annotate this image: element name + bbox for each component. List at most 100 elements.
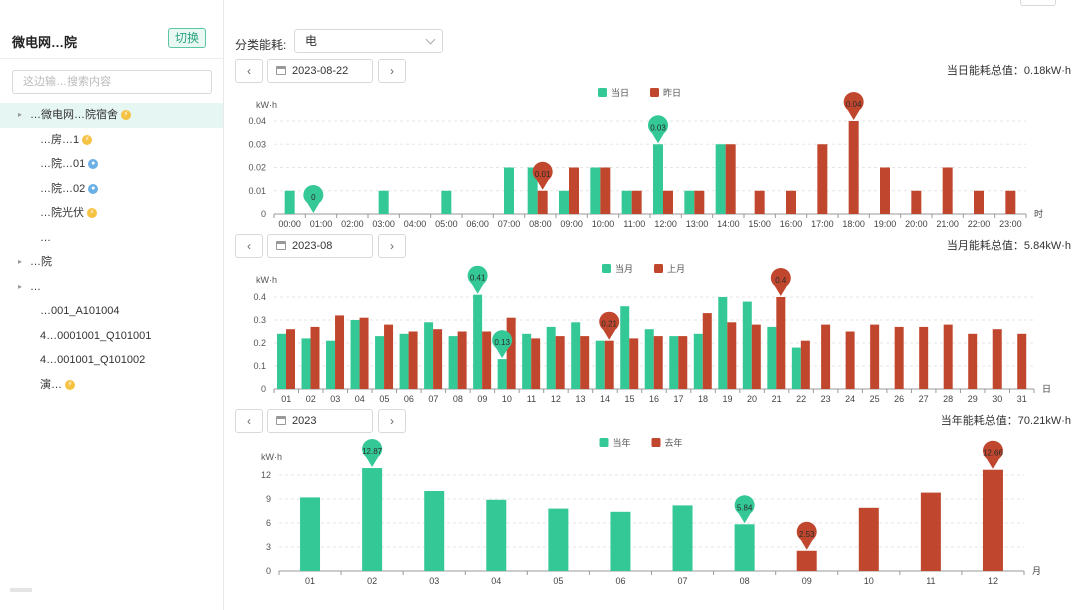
year-picker[interactable]: 2023 bbox=[267, 409, 373, 433]
tree-item[interactable]: …院…01 ● bbox=[0, 152, 223, 177]
bar[interactable] bbox=[537, 190, 548, 214]
bar[interactable] bbox=[506, 317, 516, 389]
bar[interactable] bbox=[858, 507, 879, 571]
bar[interactable] bbox=[694, 190, 705, 214]
bar[interactable] bbox=[653, 336, 663, 389]
switch-button[interactable]: 切换 bbox=[168, 28, 206, 48]
legend-item[interactable]: 当年 bbox=[599, 437, 631, 448]
bar[interactable] bbox=[424, 322, 434, 389]
caret-right-icon[interactable]: ▸ bbox=[18, 110, 23, 119]
tree-item[interactable]: … bbox=[0, 226, 223, 251]
legend-item[interactable]: 当月 bbox=[602, 263, 633, 274]
prev-day-button[interactable]: ‹ bbox=[235, 59, 263, 83]
legend-item[interactable]: 上月 bbox=[654, 264, 685, 274]
bar[interactable] bbox=[817, 144, 828, 214]
bar[interactable] bbox=[880, 167, 890, 215]
bar[interactable] bbox=[672, 505, 693, 571]
bar[interactable] bbox=[848, 121, 859, 214]
bar[interactable] bbox=[800, 340, 810, 389]
bar[interactable] bbox=[335, 315, 345, 389]
bar[interactable] bbox=[644, 329, 654, 389]
bar[interactable] bbox=[473, 294, 483, 389]
bar[interactable] bbox=[942, 167, 953, 215]
bar[interactable] bbox=[621, 190, 632, 214]
bar[interactable] bbox=[821, 324, 831, 389]
bar[interactable] bbox=[326, 340, 336, 389]
bar[interactable] bbox=[870, 324, 880, 389]
bar[interactable] bbox=[569, 167, 579, 215]
bar[interactable] bbox=[531, 338, 541, 389]
next-year-button[interactable]: › bbox=[378, 409, 406, 433]
bar[interactable] bbox=[457, 331, 467, 390]
bar[interactable] bbox=[610, 511, 631, 571]
bar[interactable] bbox=[751, 324, 761, 389]
tree-item[interactable]: 4…001001_Q101002 bbox=[0, 348, 223, 373]
bar[interactable] bbox=[791, 347, 801, 389]
caret-right-icon[interactable]: ▸ bbox=[18, 281, 23, 291]
bar[interactable] bbox=[629, 338, 639, 389]
tree-item[interactable]: …院…02 ● bbox=[0, 177, 223, 202]
bar[interactable] bbox=[384, 324, 394, 389]
tree-item[interactable]: ▸ …院 bbox=[0, 250, 223, 275]
bar[interactable] bbox=[350, 320, 360, 389]
bar[interactable] bbox=[911, 190, 922, 214]
bar[interactable] bbox=[277, 333, 286, 389]
bar[interactable] bbox=[620, 306, 630, 389]
bar[interactable] bbox=[546, 326, 556, 389]
bar[interactable] bbox=[678, 336, 688, 389]
bar[interactable] bbox=[631, 190, 642, 214]
bar[interactable] bbox=[448, 336, 458, 389]
bar[interactable] bbox=[725, 144, 736, 214]
tree-item[interactable]: …房…1 ⚡ bbox=[0, 128, 223, 153]
bar[interactable] bbox=[504, 167, 514, 215]
bar[interactable] bbox=[408, 331, 418, 390]
prev-month-button[interactable]: ‹ bbox=[235, 234, 263, 258]
tree-item[interactable]: 演… ⚡ bbox=[0, 373, 223, 398]
bar[interactable] bbox=[742, 301, 752, 389]
bar[interactable] bbox=[727, 322, 737, 389]
bar[interactable] bbox=[1017, 333, 1027, 389]
bar[interactable] bbox=[919, 326, 929, 389]
bar[interactable] bbox=[796, 550, 817, 571]
caret-right-icon[interactable]: ▸ bbox=[18, 257, 23, 266]
next-day-button[interactable]: › bbox=[378, 59, 406, 83]
bar[interactable] bbox=[497, 359, 507, 389]
bar[interactable] bbox=[424, 491, 445, 571]
bar[interactable] bbox=[527, 167, 538, 215]
legend-item[interactable]: 去年 bbox=[651, 437, 683, 448]
day-picker[interactable]: 2023-08-22 bbox=[267, 59, 373, 83]
bar[interactable] bbox=[555, 336, 565, 389]
bar[interactable] bbox=[548, 508, 569, 571]
next-month-button[interactable]: › bbox=[378, 234, 406, 258]
bar[interactable] bbox=[486, 499, 507, 571]
bar[interactable] bbox=[894, 326, 904, 389]
bar[interactable] bbox=[1005, 190, 1016, 214]
bar[interactable] bbox=[718, 297, 728, 389]
bar[interactable] bbox=[982, 469, 1003, 571]
bar[interactable] bbox=[974, 190, 984, 214]
bar[interactable] bbox=[359, 317, 369, 389]
bar[interactable] bbox=[734, 524, 755, 571]
bar[interactable] bbox=[600, 167, 611, 215]
bar[interactable] bbox=[684, 190, 695, 214]
bar[interactable] bbox=[286, 329, 295, 389]
bar[interactable] bbox=[300, 497, 321, 571]
month-picker[interactable]: 2023-08 bbox=[267, 234, 373, 258]
bar[interactable] bbox=[580, 336, 590, 389]
bar[interactable] bbox=[693, 333, 703, 389]
bar[interactable] bbox=[301, 338, 311, 389]
bar[interactable] bbox=[571, 322, 581, 389]
tree-item[interactable]: ▸ …微电网…院宿舍 ⚡ bbox=[0, 103, 223, 128]
tree-item[interactable]: …院光伏 ⚡ bbox=[0, 201, 223, 226]
bar[interactable] bbox=[715, 144, 726, 214]
bar[interactable] bbox=[992, 329, 1002, 389]
bar[interactable] bbox=[590, 167, 601, 215]
bar[interactable] bbox=[522, 333, 532, 389]
bar[interactable] bbox=[702, 313, 712, 389]
bar[interactable] bbox=[433, 329, 443, 389]
bar[interactable] bbox=[754, 190, 765, 214]
bar[interactable] bbox=[845, 331, 855, 390]
tree-item[interactable]: ▸… bbox=[0, 275, 223, 300]
bar[interactable] bbox=[920, 492, 941, 571]
bar[interactable] bbox=[482, 331, 492, 390]
